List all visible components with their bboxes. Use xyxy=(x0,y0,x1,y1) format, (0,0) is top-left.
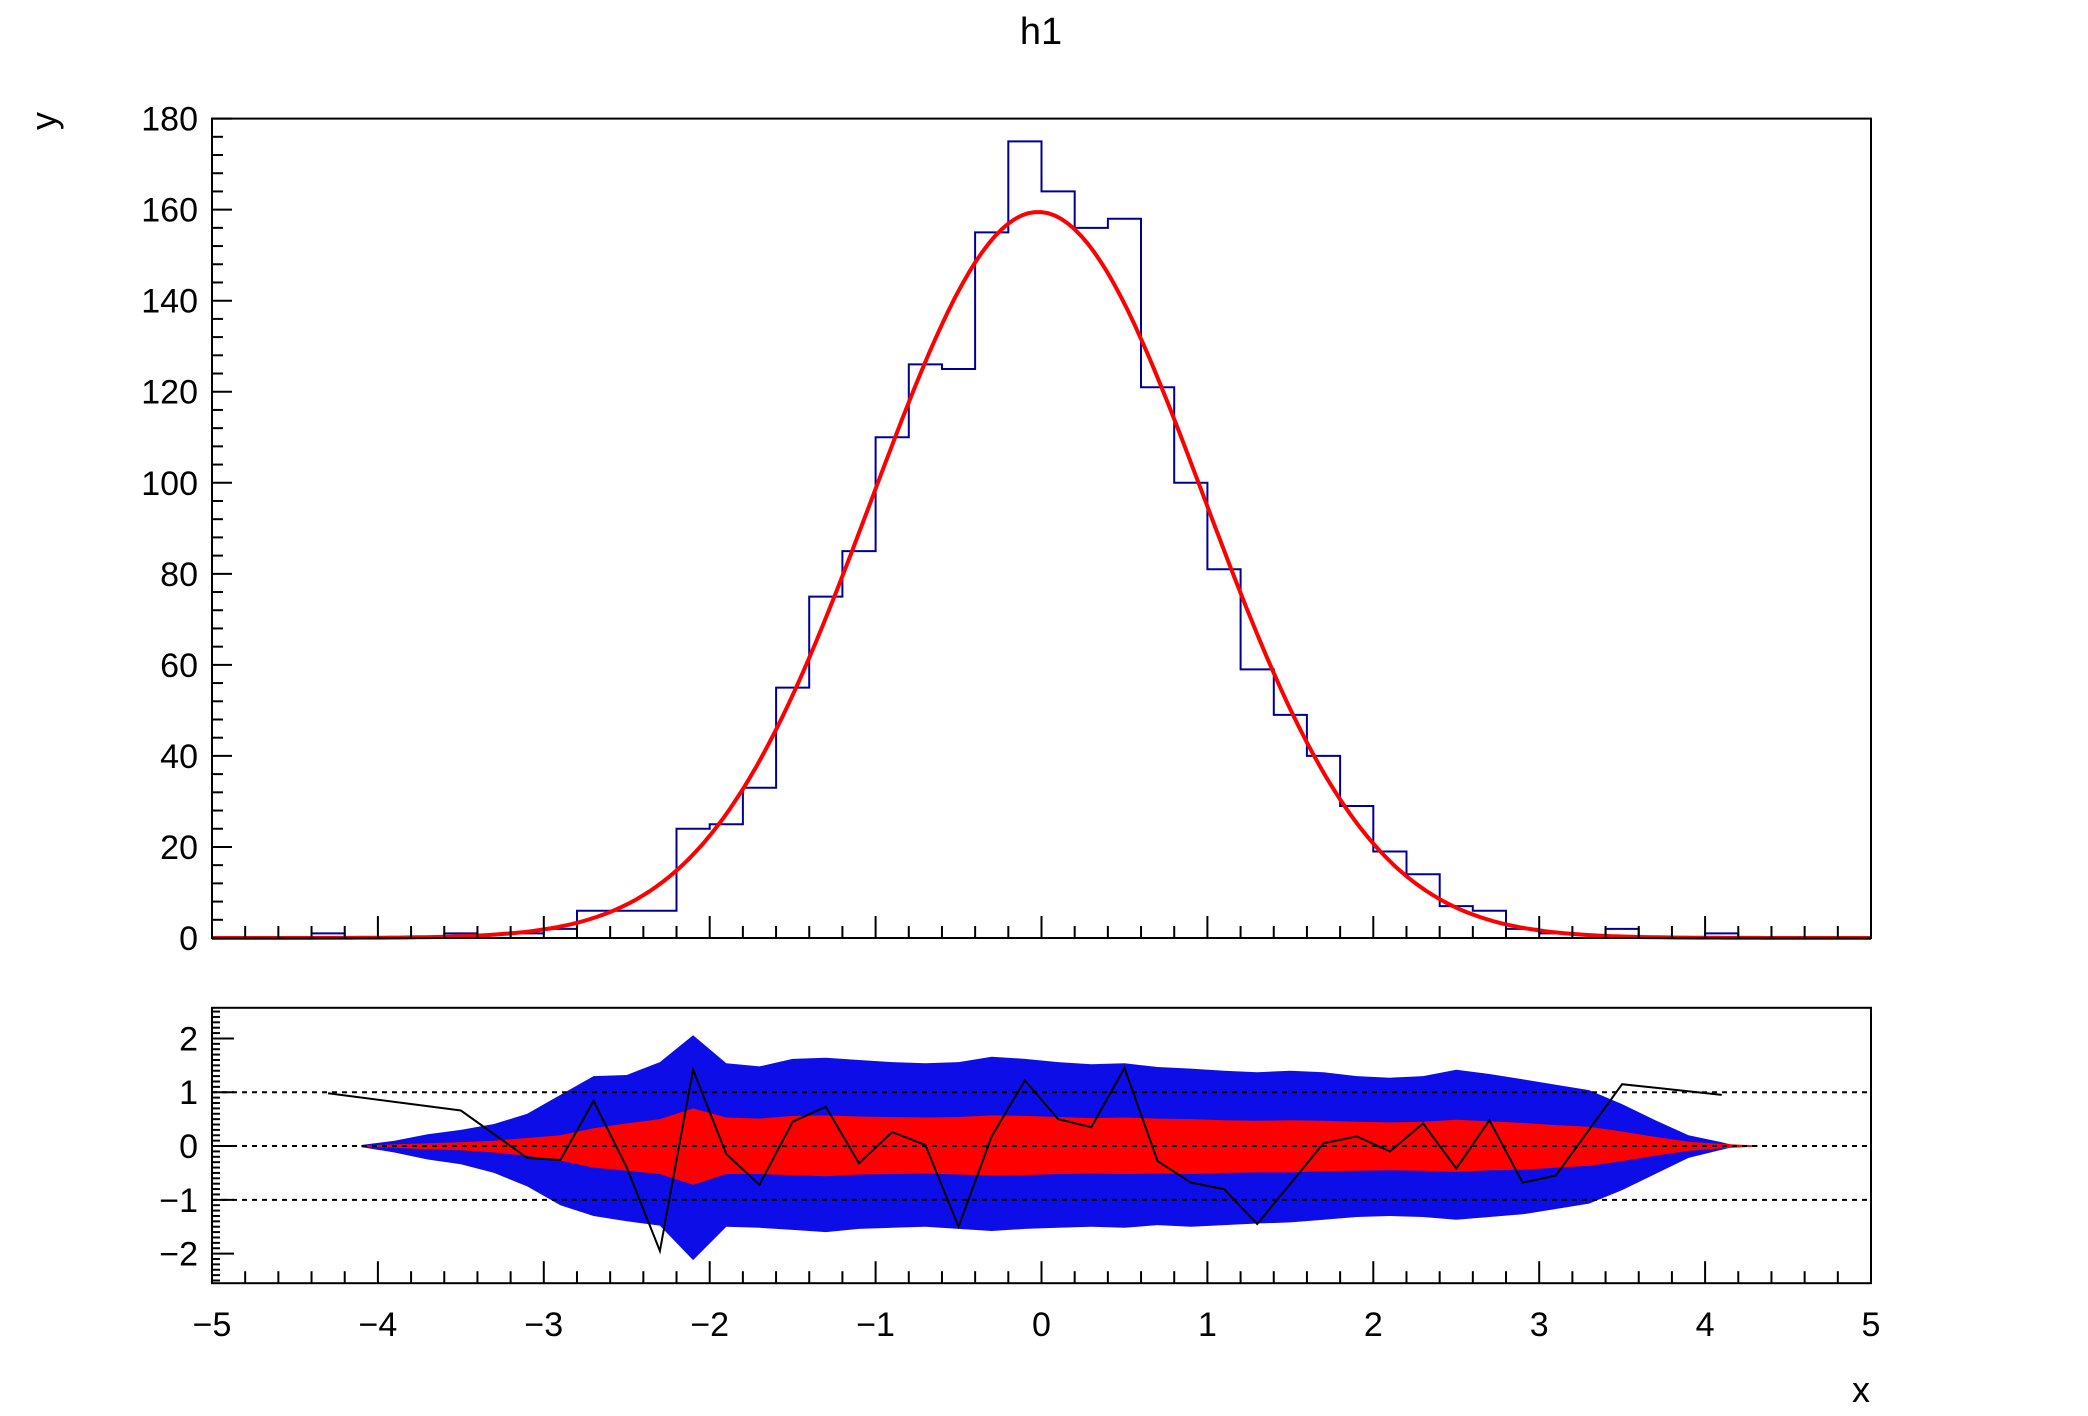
confidence-band-1sigma xyxy=(361,1108,1759,1185)
plot-title: h1 xyxy=(1020,11,1062,53)
x-tick-label: 4 xyxy=(1696,1306,1715,1344)
y-tick-label: 180 xyxy=(141,101,198,139)
reference-lines xyxy=(212,1091,1871,1201)
top-pad-ticks xyxy=(211,117,1872,939)
x-tick-label: 0 xyxy=(1032,1306,1051,1344)
y-axis-title: y xyxy=(23,112,64,130)
y-tick-label: 0 xyxy=(179,1128,198,1166)
y-tick-label: 2 xyxy=(179,1020,198,1058)
x-tick-label: 3 xyxy=(1530,1306,1549,1344)
y-tick-label: 0 xyxy=(179,920,198,958)
x-tick-label: −3 xyxy=(524,1306,563,1344)
y-tick-label: −1 xyxy=(159,1182,198,1220)
x-tick-label: 5 xyxy=(1862,1306,1881,1344)
y-tick-label: 100 xyxy=(141,465,198,503)
y-tick-label: 160 xyxy=(141,192,198,230)
x-axis-title: x xyxy=(1852,1369,1870,1410)
x-tick-label: 2 xyxy=(1364,1306,1383,1344)
bottom-pad-tick-labels: −2 −1 0 1 2 −5 −4 −3 −2 −1 0 1 2 3 4 5 xyxy=(159,1020,1880,1344)
y-tick-label: 1 xyxy=(179,1074,198,1112)
y-tick-label: 80 xyxy=(160,556,198,594)
pull-line xyxy=(327,1065,1722,1255)
top-frame xyxy=(211,117,1872,940)
x-tick-label: −4 xyxy=(359,1306,398,1344)
y-tick-label: 20 xyxy=(160,829,198,867)
histogram-steps xyxy=(212,140,1871,939)
x-tick-label: −5 xyxy=(193,1306,232,1344)
y-tick-label: −2 xyxy=(159,1236,198,1274)
fit-curve xyxy=(212,210,1871,940)
bottom-pad-ticks xyxy=(211,1010,1872,1284)
x-tick-label: −1 xyxy=(856,1306,895,1344)
x-tick-label: −2 xyxy=(690,1306,729,1344)
top-pad-tick-labels: 0 20 40 60 80 100 120 140 160 180 xyxy=(141,101,198,958)
y-tick-label: 40 xyxy=(160,738,198,776)
y-tick-label: 60 xyxy=(160,647,198,685)
top-pad: 0 20 40 60 80 100 120 140 160 180 xyxy=(141,101,1872,958)
bottom-pad: −2 −1 0 1 2 −5 −4 −3 −2 −1 0 1 2 3 4 5 xyxy=(159,1006,1880,1344)
y-tick-label: 140 xyxy=(141,283,198,321)
x-tick-label: 1 xyxy=(1198,1306,1217,1344)
y-tick-label: 120 xyxy=(141,374,198,412)
